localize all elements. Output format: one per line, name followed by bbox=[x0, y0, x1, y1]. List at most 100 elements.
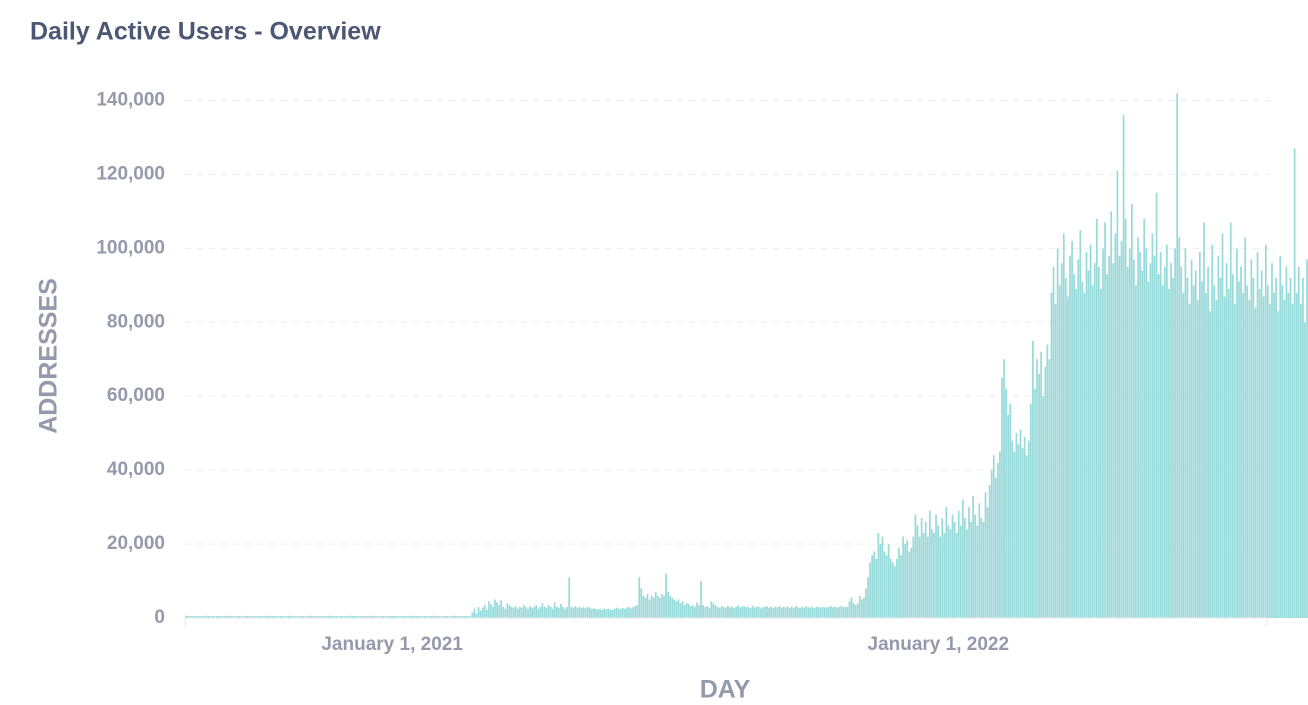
bar bbox=[288, 615, 290, 618]
bar bbox=[428, 616, 430, 618]
bar bbox=[1114, 233, 1117, 618]
bar bbox=[1203, 222, 1205, 618]
bar bbox=[543, 606, 546, 618]
bar bbox=[230, 616, 233, 618]
bar bbox=[263, 616, 266, 618]
bar bbox=[663, 595, 665, 618]
bar bbox=[1242, 292, 1244, 618]
bar bbox=[906, 540, 909, 618]
bar bbox=[259, 615, 261, 618]
bar bbox=[887, 544, 890, 618]
bar bbox=[943, 532, 946, 618]
bar bbox=[741, 606, 744, 618]
bar bbox=[339, 616, 342, 618]
bar bbox=[232, 616, 235, 618]
bar bbox=[483, 605, 486, 618]
bar bbox=[362, 615, 364, 618]
bar bbox=[619, 609, 622, 618]
bar bbox=[1098, 266, 1100, 618]
bar bbox=[1112, 263, 1115, 618]
bar bbox=[250, 616, 253, 618]
bar bbox=[240, 616, 243, 618]
bar bbox=[677, 599, 680, 618]
bar bbox=[1034, 388, 1036, 618]
bar bbox=[1238, 281, 1240, 618]
bar bbox=[1122, 115, 1125, 618]
bar bbox=[1271, 263, 1273, 618]
y-tick-label: 0 bbox=[154, 607, 165, 628]
bar bbox=[875, 558, 878, 618]
bar bbox=[1054, 303, 1057, 618]
bar bbox=[805, 606, 808, 618]
bar bbox=[1023, 436, 1026, 618]
bar bbox=[710, 601, 713, 618]
bar bbox=[644, 597, 647, 618]
bar bbox=[191, 616, 193, 618]
bar bbox=[1036, 359, 1038, 618]
x-tick-label: January 1, 2022 bbox=[868, 634, 1010, 655]
bar bbox=[347, 616, 350, 618]
bar bbox=[267, 615, 270, 618]
bar bbox=[724, 607, 727, 618]
bar bbox=[1161, 285, 1164, 618]
bar bbox=[269, 615, 272, 618]
bar bbox=[1116, 170, 1119, 619]
bar bbox=[941, 518, 944, 618]
bar bbox=[931, 529, 933, 618]
bar bbox=[522, 605, 525, 618]
bar bbox=[547, 605, 550, 618]
bar bbox=[838, 606, 841, 618]
bar bbox=[217, 615, 220, 618]
bar bbox=[601, 609, 604, 618]
bar bbox=[1215, 300, 1218, 618]
bar bbox=[830, 606, 832, 618]
bar bbox=[811, 606, 814, 618]
bar bbox=[1147, 281, 1150, 618]
bar bbox=[1143, 218, 1146, 619]
bar bbox=[792, 607, 795, 618]
bar bbox=[650, 595, 653, 618]
bar bbox=[755, 606, 758, 618]
bar bbox=[1085, 252, 1088, 618]
bar bbox=[211, 616, 214, 618]
bar bbox=[945, 507, 948, 618]
bar bbox=[1046, 344, 1049, 618]
bar bbox=[929, 510, 931, 618]
bar bbox=[1252, 277, 1255, 618]
bar bbox=[409, 616, 412, 618]
bar bbox=[1077, 259, 1080, 618]
bar bbox=[498, 605, 500, 618]
bar bbox=[1159, 252, 1162, 618]
bar bbox=[1250, 259, 1253, 618]
x-tick-label: January 1, 2021 bbox=[321, 634, 463, 655]
bar bbox=[867, 577, 869, 618]
bar bbox=[702, 605, 705, 618]
bar bbox=[893, 566, 896, 618]
bar bbox=[426, 616, 428, 618]
bar bbox=[788, 608, 791, 618]
bar bbox=[518, 606, 521, 618]
bar bbox=[613, 608, 616, 618]
bar bbox=[419, 616, 422, 618]
bar bbox=[1166, 244, 1168, 619]
bar bbox=[795, 606, 797, 618]
bar bbox=[496, 602, 498, 618]
bar bbox=[712, 603, 715, 618]
bar bbox=[560, 603, 562, 618]
bar bbox=[485, 609, 488, 618]
bar bbox=[389, 616, 391, 618]
bar bbox=[636, 605, 639, 618]
bar bbox=[1069, 255, 1071, 619]
bar bbox=[395, 616, 397, 618]
bar bbox=[727, 605, 729, 618]
bar bbox=[813, 608, 816, 618]
bar bbox=[545, 607, 548, 618]
bar bbox=[226, 615, 228, 618]
bar bbox=[1229, 222, 1232, 618]
bar bbox=[337, 616, 340, 618]
bar bbox=[881, 536, 884, 618]
bar bbox=[898, 547, 900, 618]
bar bbox=[1168, 289, 1170, 618]
bar bbox=[1007, 414, 1010, 618]
